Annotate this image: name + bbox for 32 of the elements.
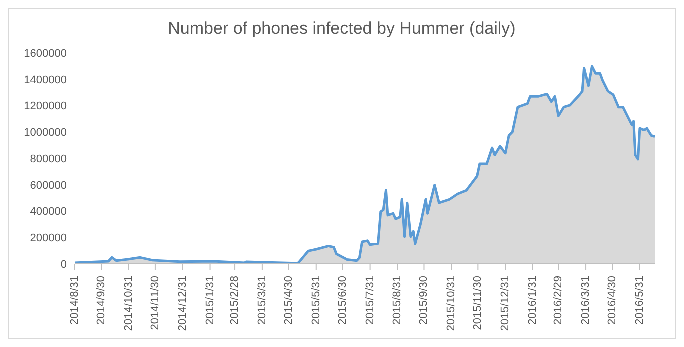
x-tick-label: 2014/9/30	[96, 276, 108, 325]
x-tick-label: 2015/7/31	[364, 276, 376, 325]
x-tick-label: 2015/5/31	[310, 276, 322, 325]
x-tick-label: 2016/5/31	[634, 276, 646, 325]
y-tick-label: 1600000	[24, 48, 67, 60]
x-tick-label: 2015/12/31	[500, 276, 512, 332]
chart-title: Number of phones infected by Hummer (daily)	[167, 18, 517, 40]
x-tick-label: 2016/1/31	[526, 276, 539, 325]
x-tick-label: 2014/8/31	[69, 276, 81, 325]
x-tick-label: 2014/12/31	[176, 276, 189, 332]
y-tick-label: 0	[60, 258, 67, 271]
y-tick-label: 1400000	[24, 74, 67, 86]
x-tick-label: 2016/4/30	[606, 276, 619, 325]
x-tick-label: 2015/1/31	[204, 276, 216, 325]
y-tick-label: 600000	[30, 180, 67, 192]
y-tick-label: 1000000	[24, 127, 67, 140]
x-tick-label: 2016/3/31	[580, 276, 592, 325]
x-tick-label: 2015/9/30	[418, 276, 430, 325]
y-tick-label: 200000	[30, 232, 67, 245]
x-tick-label: 2016/2/29	[552, 276, 565, 325]
x-tick-label: 2014/11/30	[149, 276, 162, 330]
x-tick-label: 2015/11/30	[472, 276, 484, 330]
y-tick-label: 800000	[30, 153, 67, 166]
x-tick-label: 2015/2/28	[229, 276, 242, 325]
x-tick-label: 2014/10/31	[122, 276, 135, 332]
y-tick-label: 400000	[30, 206, 67, 218]
x-tick-label: 2015/3/31	[256, 276, 268, 325]
x-tick-label: 2015/6/30	[336, 276, 349, 325]
x-tick-label: 2015/4/30	[282, 276, 295, 325]
y-tick-label: 1200000	[24, 100, 67, 113]
x-tick-label: 2015/10/31	[446, 276, 458, 332]
x-tick-label: 2015/8/31	[392, 276, 404, 325]
